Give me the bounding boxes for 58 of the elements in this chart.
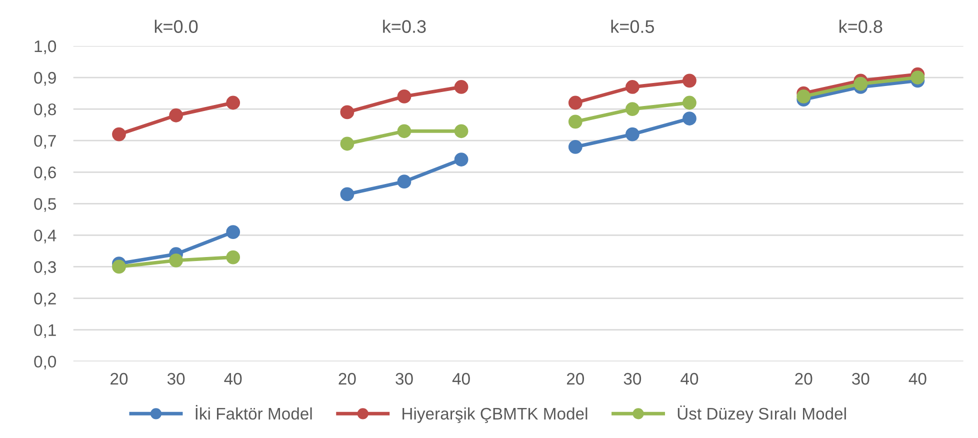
x-tick-label: 30 (852, 372, 870, 385)
y-tick-label: 0,3 (34, 261, 56, 275)
legend-label: Hiyerarşik ÇBMTK Model (402, 407, 588, 423)
x-tick-label: 40 (680, 372, 698, 385)
point (112, 260, 126, 274)
point (454, 124, 468, 138)
x-tick-label: 30 (167, 372, 185, 385)
point (454, 152, 468, 166)
y-tick-label: 0,6 (34, 166, 56, 180)
point (226, 225, 240, 239)
point (568, 114, 582, 129)
x-tick-label: 40 (224, 372, 242, 385)
point (226, 250, 240, 264)
y-tick-label: 0,4 (34, 230, 56, 244)
point (340, 136, 354, 151)
y-tick-label: 0,7 (34, 135, 56, 149)
legend-label: Üst Düzey Sıralı Model (678, 406, 846, 423)
point (682, 112, 696, 126)
point (397, 174, 412, 189)
point (625, 127, 640, 142)
x-tick-label: 40 (452, 372, 470, 385)
x-tick-label: 20 (566, 372, 584, 385)
point (796, 90, 811, 104)
text: k=0.8 (840, 20, 882, 33)
x-tick-label: 40 (908, 372, 926, 385)
point (112, 127, 126, 142)
point (397, 124, 412, 138)
point (340, 105, 354, 120)
point (340, 187, 354, 202)
y-tick-label: 0,8 (34, 103, 56, 118)
point (397, 90, 412, 104)
text: k=0.5 (611, 20, 654, 33)
x-tick-label: 30 (396, 372, 413, 385)
point (568, 96, 582, 110)
point (682, 96, 696, 110)
x-tick-label: 20 (110, 372, 128, 385)
point (625, 80, 640, 94)
x-tick-label: 30 (624, 372, 642, 385)
y-tick-label: 1,0 (34, 40, 56, 54)
legend-label: İki Faktör Model (196, 405, 312, 420)
y-tick-label: 0,1 (34, 324, 56, 338)
point (169, 253, 183, 268)
point (568, 140, 582, 154)
text: k=0.3 (383, 20, 426, 33)
y-tick-label: 0,9 (34, 72, 56, 86)
x-tick-label: 20 (338, 372, 356, 385)
point (625, 102, 640, 116)
x-tick-label: 20 (795, 372, 812, 385)
point (910, 70, 925, 84)
y-tick-label: 0,2 (34, 292, 56, 306)
y-tick-label: 0,5 (34, 198, 56, 212)
y-tick-label: 0,0 (34, 356, 56, 370)
point (682, 74, 696, 88)
point (169, 108, 183, 122)
text: k=0.0 (154, 20, 198, 33)
point (454, 80, 468, 94)
point (226, 96, 240, 110)
point (854, 76, 868, 91)
